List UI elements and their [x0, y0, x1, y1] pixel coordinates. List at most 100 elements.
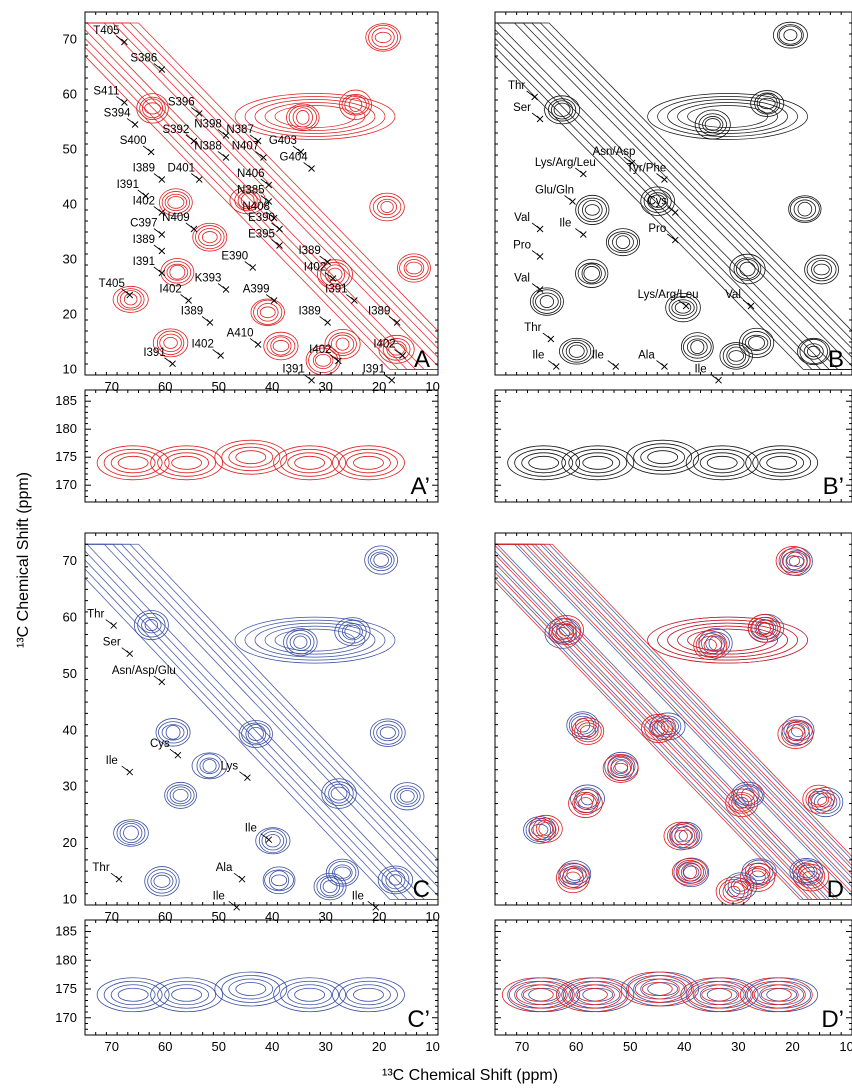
peak-contour	[674, 301, 692, 314]
strip-contour	[501, 977, 575, 1013]
x-tick-label: 70	[515, 1039, 529, 1054]
peak-contour	[797, 337, 831, 366]
peak-contour	[199, 757, 220, 775]
peak-annotation: E395	[248, 229, 275, 241]
peak-contour	[786, 555, 801, 567]
peak-contour	[703, 639, 717, 652]
y-tick-label: 20	[63, 307, 77, 322]
peak-annotation: T405	[93, 25, 119, 37]
strip-contour	[164, 452, 210, 474]
peak-annotation: Ser	[513, 102, 531, 114]
x-tick-label: 60	[158, 1039, 172, 1054]
peak-contour	[265, 834, 281, 848]
band-contour	[264, 625, 366, 655]
peak-contour	[739, 863, 776, 892]
strip-contour	[766, 987, 798, 1002]
peak-annotation: S411	[93, 86, 119, 98]
strip-contour	[620, 971, 694, 1007]
peak-contour	[575, 194, 610, 225]
peak-contour	[161, 724, 185, 741]
peak-contour	[396, 787, 418, 805]
peak-annotation: C397	[130, 218, 158, 230]
peak-contour	[789, 196, 820, 222]
peak-contour	[813, 263, 830, 276]
peak-contour	[756, 93, 778, 114]
strip-contour	[96, 977, 170, 1013]
strip-contour	[287, 452, 333, 474]
x-tick-label: 30	[318, 1039, 332, 1054]
peak-contour	[747, 862, 771, 881]
strip-contour	[640, 446, 686, 468]
peak-contour	[725, 788, 759, 818]
x-tick-label: 30	[731, 1039, 745, 1054]
peak-contour	[814, 792, 838, 812]
peak-contour	[163, 260, 192, 284]
peak-contour	[728, 792, 756, 814]
y-axis-label: ¹³C Chemical Shift (ppm)	[15, 472, 32, 648]
band-contour	[274, 628, 356, 652]
strip-contour	[680, 977, 754, 1013]
peak-contour	[367, 549, 395, 571]
peak-contour	[333, 866, 351, 879]
peak-contour	[678, 862, 702, 882]
peak-contour	[615, 235, 631, 249]
peak-contour	[234, 189, 261, 212]
peak-contour	[312, 351, 334, 370]
peak-contour	[139, 96, 166, 121]
strip-contour	[752, 448, 812, 477]
peak-contour	[116, 821, 146, 845]
peak-contour	[191, 752, 228, 780]
peak-marker	[222, 286, 230, 293]
peak-contour	[373, 553, 389, 567]
x-tick-label: 10	[839, 1039, 852, 1054]
peak-contour	[283, 628, 318, 657]
peak-contour	[370, 551, 393, 569]
peak-marker	[222, 154, 230, 161]
x-tick-label: 60	[569, 1039, 583, 1054]
peak-contour	[568, 788, 603, 818]
peak-marker	[169, 360, 176, 368]
strip-contour	[508, 980, 568, 1009]
peak-contour	[166, 784, 195, 807]
band-contour	[667, 622, 788, 658]
y-tick-label: 10	[63, 891, 77, 906]
y-tick-label: 50	[63, 666, 77, 681]
peak-contour	[368, 24, 399, 51]
peak-contour	[574, 793, 597, 814]
strip-contour	[582, 455, 614, 470]
peak-marker	[126, 291, 134, 299]
peak-contour	[602, 753, 639, 783]
peak-marker	[158, 209, 166, 216]
peak-annotation: N398	[194, 119, 222, 131]
y-tick-label: 50	[63, 142, 77, 157]
strip-contour	[694, 984, 740, 1006]
peak-marker	[276, 225, 283, 233]
plot-area	[96, 439, 405, 481]
y-tick-label: 30	[63, 252, 77, 267]
peak-contour	[698, 627, 733, 659]
peak-marker	[260, 154, 267, 161]
strip-contour	[117, 987, 149, 1002]
peak-annotation: Ile	[532, 350, 544, 362]
peak-contour	[202, 759, 217, 773]
peak-annotation: Ser	[103, 637, 121, 649]
strip-contour	[569, 984, 615, 1006]
diagonal-contour	[86, 22, 438, 370]
peak-annotation: Ile	[106, 755, 118, 767]
peak-contour	[678, 829, 693, 842]
strip-contour	[766, 455, 798, 470]
band-contour	[667, 99, 788, 134]
peak-contour	[559, 863, 590, 885]
peak-contour	[574, 787, 601, 810]
peak-annotation: Ala	[216, 862, 233, 874]
peak-contour	[152, 328, 189, 358]
peak-contour	[781, 722, 810, 747]
peak-contour	[136, 93, 169, 124]
strip-contour	[287, 984, 333, 1006]
series-1	[501, 971, 813, 1013]
panel-2: 170 175 180 185 A’	[55, 389, 439, 503]
peak-marker	[531, 93, 538, 101]
peak-marker	[671, 209, 679, 216]
peak-contour	[719, 342, 753, 370]
